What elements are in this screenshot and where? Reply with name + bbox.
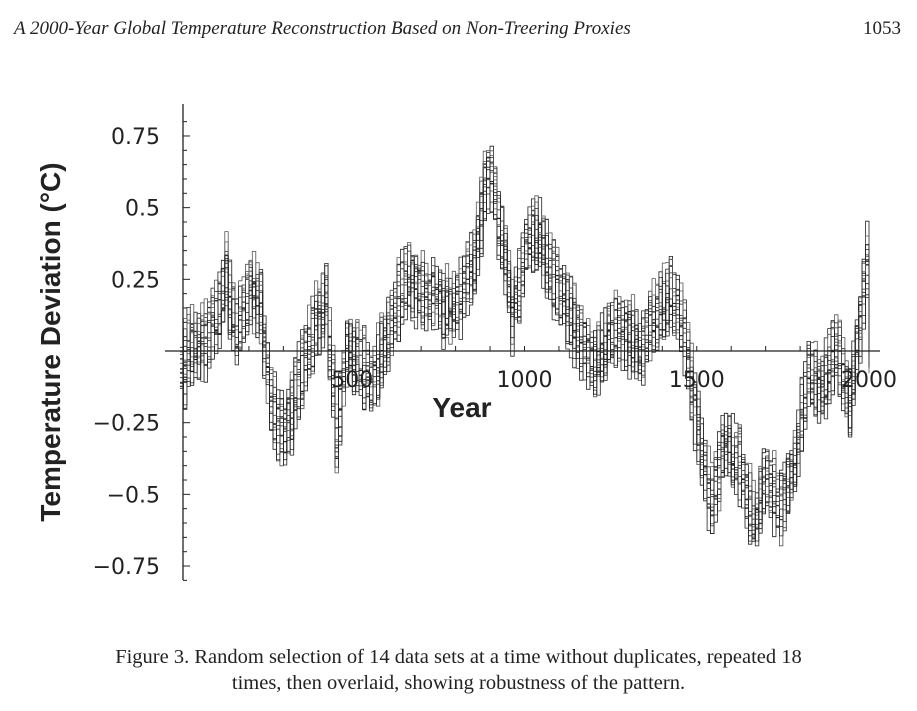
x-tick-group: 500 1000 1500 2000 xyxy=(213,346,897,393)
y-tick-label: −0.25 xyxy=(93,412,160,437)
caption-line-1: Figure 3. Random selection of 14 data se… xyxy=(115,646,802,668)
series-line xyxy=(180,178,870,538)
y-tick-label: −0.75 xyxy=(93,555,160,580)
running-title: A 2000-Year Global Temperature Reconstru… xyxy=(14,18,631,39)
x-tick-label: 2000 xyxy=(841,368,897,393)
page-number: 1053 xyxy=(863,18,901,39)
y-tick-group: 0.75 0.5 0.25 −0.25 −0.5 −0.75 xyxy=(93,121,190,581)
y-tick-label: 0.5 xyxy=(125,197,160,222)
x-tick-label: 1000 xyxy=(497,368,553,393)
y-tick-label: −0.5 xyxy=(107,483,160,508)
y-tick-label: 0.75 xyxy=(111,125,160,150)
x-tick-label: 500 xyxy=(331,368,373,393)
y-tick-label: 0.25 xyxy=(111,268,160,293)
figure-caption: Figure 3. Random selection of 14 data se… xyxy=(0,644,917,696)
series-line xyxy=(180,156,870,540)
x-axis-title: Year xyxy=(432,392,491,423)
x-tick-label: 1500 xyxy=(669,368,725,393)
caption-line-2: times, then overlaid, showing robustness… xyxy=(231,672,686,694)
temperature-chart: 0.75 0.5 0.25 −0.25 −0.5 −0.75 500 1000 1500 200… xyxy=(35,104,897,581)
y-axis-title: Temperature Deviation (°C) xyxy=(35,162,66,521)
series-group xyxy=(180,145,870,547)
